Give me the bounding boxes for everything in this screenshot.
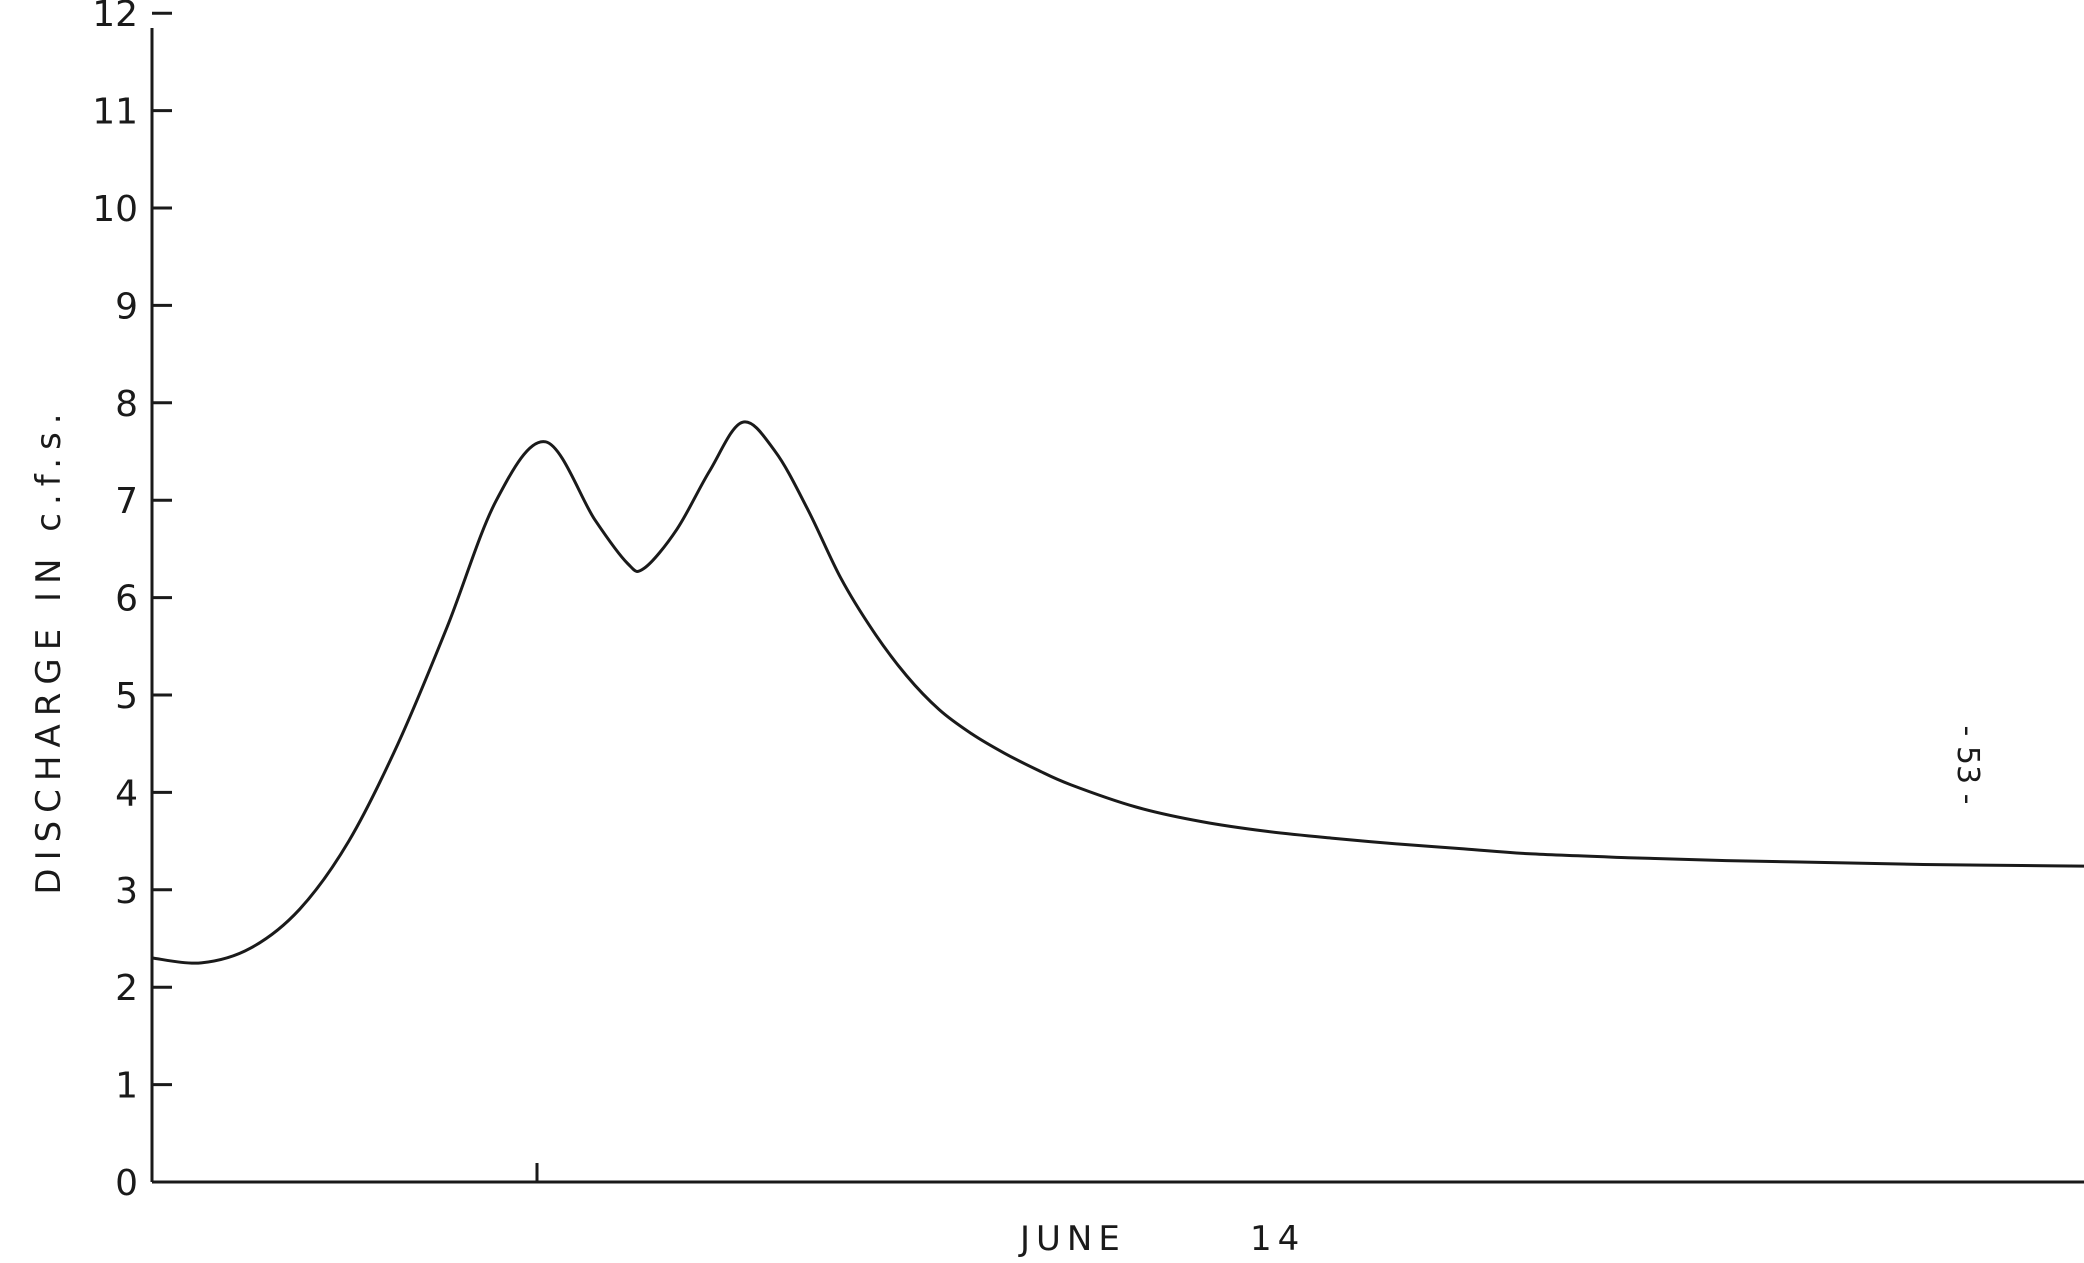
x-axis-title-month: JUNE — [1018, 1219, 1126, 1259]
y-tick-label-1: 1 — [115, 1066, 138, 1107]
y-tick-label-8: 8 — [115, 384, 138, 425]
y-tick-label-7: 7 — [115, 481, 138, 522]
y-tick-label-0: 0 — [115, 1163, 138, 1204]
y-tick-label-4: 4 — [115, 773, 138, 814]
y-tick-label-6: 6 — [115, 579, 138, 620]
discharge-series-line — [152, 422, 2084, 963]
y-axis-title: DISCHARGE IN c.f.s. — [29, 405, 69, 894]
y-tick-label-2: 2 — [115, 968, 138, 1009]
y-tick-label-3: 3 — [115, 871, 138, 912]
y-ticks — [152, 13, 172, 1182]
y-tick-label-10: 10 — [92, 189, 138, 230]
page-number: - 53 - — [1950, 726, 1985, 805]
y-tick-label-9: 9 — [115, 286, 138, 327]
y-tick-label-11: 11 — [92, 92, 138, 133]
y-tick-label-5: 5 — [115, 676, 138, 717]
y-tick-label-12: 12 — [92, 0, 138, 35]
x-axis — [152, 1163, 2084, 1182]
x-axis-title-day: 14 — [1250, 1219, 1305, 1259]
